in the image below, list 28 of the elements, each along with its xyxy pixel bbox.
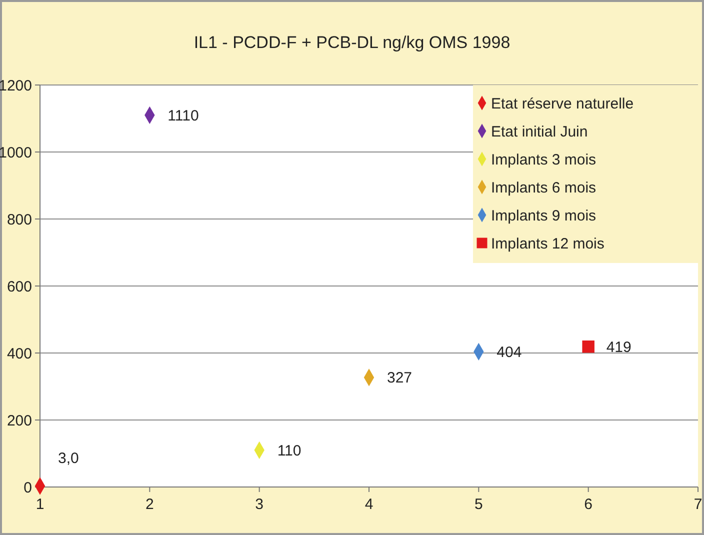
y-tick-label: 200 [6, 412, 32, 430]
x-tick-label: 4 [364, 496, 374, 513]
x-tick-label: 2 [145, 496, 154, 513]
legend-label: Implants 12 mois [491, 235, 604, 252]
x-tick-label: 7 [694, 496, 702, 513]
y-tick-label: 1200 [0, 77, 32, 94]
y-tick-label: 600 [6, 278, 32, 296]
data-label: 404 [496, 344, 522, 361]
point [582, 340, 594, 353]
y-tick-label: 1000 [0, 144, 32, 162]
y-tick-label: 800 [6, 211, 32, 228]
chart-title: IL1 - PCDD-F + PCB-DL ng/kg OMS 1998 [194, 33, 510, 52]
y-tick-label: 0 [24, 479, 32, 496]
data-label: 327 [387, 370, 412, 387]
x-tick-label: 6 [584, 496, 593, 513]
x-tick-label: 5 [474, 496, 483, 513]
data-label: 419 [606, 338, 632, 356]
legend-label: Implants 3 mois [491, 151, 596, 168]
legend-label: Etat initial Juin [491, 123, 588, 140]
y-tick-label: 400 [6, 345, 32, 362]
x-tick-label: 3 [255, 496, 264, 513]
data-label: 1110 [168, 107, 199, 124]
x-tick-label: 1 [36, 496, 44, 513]
legend-label: Implants 9 mois [491, 207, 596, 224]
legend-label: Etat réserve naturelle [491, 95, 634, 112]
data-label: 3,0 [58, 450, 79, 468]
data-label: 110 [277, 442, 302, 460]
legend-label: Implants 6 mois [491, 179, 596, 196]
